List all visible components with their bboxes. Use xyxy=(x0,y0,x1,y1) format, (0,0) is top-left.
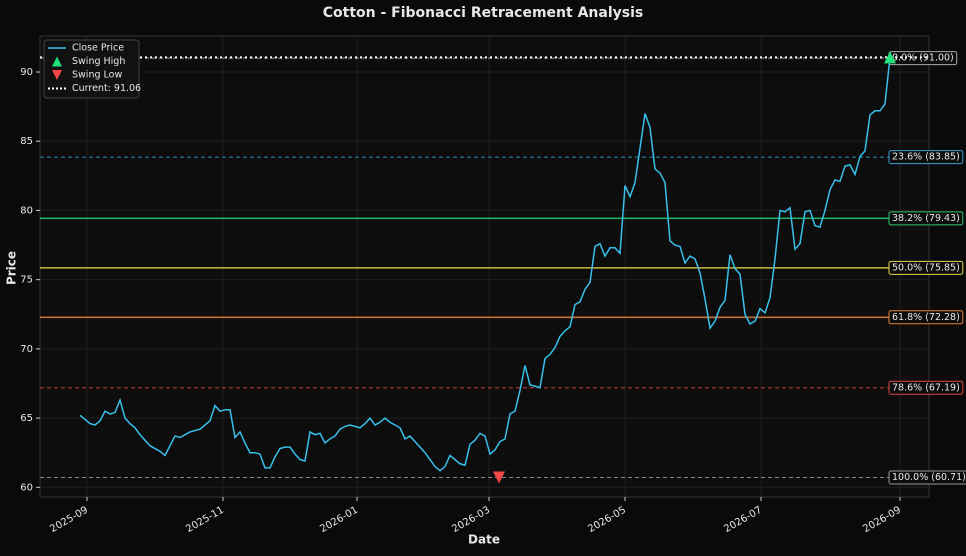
fib-label-box xyxy=(888,260,964,275)
y-tick-label: 60 xyxy=(20,482,33,493)
y-tick-label: 65 xyxy=(20,413,33,424)
y-axis-label: Price xyxy=(5,251,19,285)
fib-label: 100.0% (60.71) xyxy=(892,472,966,483)
fib-label-box xyxy=(888,211,964,226)
legend-label: Close Price xyxy=(72,43,124,54)
y-tick-label: 85 xyxy=(20,136,33,147)
fib-label: 38.2% (79.43) xyxy=(892,213,960,224)
legend-box xyxy=(43,39,140,99)
legend-swatch xyxy=(52,70,62,80)
swing-low-marker xyxy=(493,471,505,484)
legend-swatch xyxy=(52,56,62,67)
y-tick-label: 75 xyxy=(20,275,33,286)
fib-label: 61.8% (72.28) xyxy=(892,312,960,323)
legend-label: Current: 91.06 xyxy=(72,83,141,94)
fib-label-box xyxy=(888,150,964,165)
swing-high-marker xyxy=(884,51,896,64)
fib-label-box xyxy=(888,380,964,395)
y-tick-label: 70 xyxy=(20,344,33,355)
x-axis-label: Date xyxy=(468,533,500,547)
y-tick-label: 80 xyxy=(20,205,33,216)
legend-label: Swing Low xyxy=(72,70,122,81)
fib-label: 78.6% (67.19) xyxy=(892,382,960,393)
fib-label-box xyxy=(888,310,964,325)
price-line xyxy=(79,57,891,472)
fib-label: 23.6% (83.85) xyxy=(892,152,960,163)
fib-label-box xyxy=(888,470,966,485)
chart-title: Cotton - Fibonacci Retracement Analysis xyxy=(323,5,643,21)
legend: Close Price Swing High Swing Low Current: 9… xyxy=(43,39,141,99)
plot-area xyxy=(39,35,930,498)
fib-label: 50.0% (75.85) xyxy=(892,262,960,273)
fib-label: 0.0% (91.00) xyxy=(892,53,954,64)
legend-label: Swing High xyxy=(72,56,125,67)
y-tick-label: 90 xyxy=(20,67,33,78)
